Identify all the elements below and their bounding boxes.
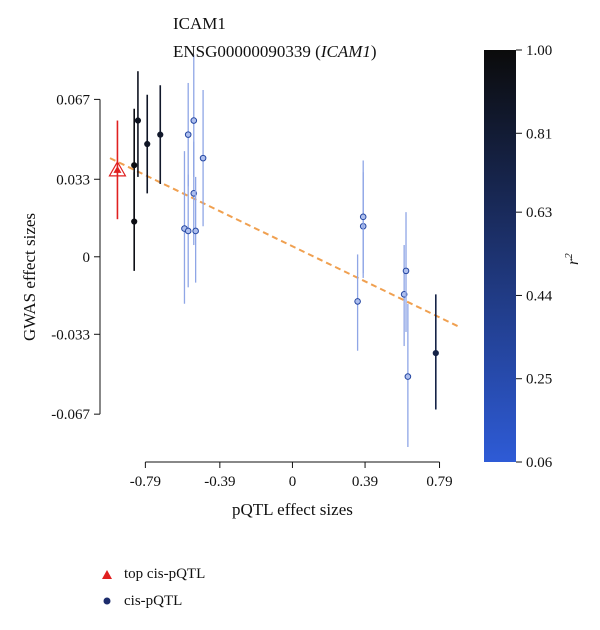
colorbar-label-superscript: 2 <box>563 253 575 259</box>
data-point <box>199 154 207 162</box>
data-point <box>184 131 192 138</box>
title-close-paren: ) <box>370 42 377 61</box>
colorbar-label: r2 <box>563 253 582 265</box>
data-point <box>359 213 367 221</box>
x-axis-label: pQTL effect sizes <box>232 500 353 519</box>
x-tick-label: 0 <box>289 474 297 490</box>
data-point <box>402 267 410 275</box>
colorbar-tick-label: 0.25 <box>526 372 552 388</box>
data-point <box>404 373 412 380</box>
y-tick-label: -0.067 <box>51 407 90 423</box>
colorbar-tick-label: 0.06 <box>526 455 553 471</box>
top-point-triangle <box>113 165 122 173</box>
y-tick-label: 0.067 <box>56 92 90 108</box>
title-gene-italic: ICAM1 <box>320 42 371 61</box>
data-point <box>184 227 192 235</box>
colorbar-label-r: r <box>565 258 582 265</box>
red-triangle-icon <box>100 569 114 579</box>
y-tick-label: 0.033 <box>56 172 90 188</box>
data-point <box>157 131 164 138</box>
colorbar-tick-label: 0.63 <box>526 205 552 221</box>
legend-label-top-cis-pqtl: top cis-pQTL <box>124 565 206 582</box>
chart-title-gene: ICAM1 <box>173 14 226 33</box>
legend-label-cis-pqtl: cis-pQTL <box>124 592 183 609</box>
y-tick-label: -0.033 <box>51 327 90 343</box>
title-ensembl-id: ENSG00000090339 ( <box>173 42 321 61</box>
data-point <box>134 117 142 124</box>
x-tick-label: 0.39 <box>352 474 378 490</box>
data-point <box>432 349 439 357</box>
legend: top cis-pQTL cis-pQTL <box>100 562 205 616</box>
colorbar-tick-label: 0.44 <box>526 288 553 304</box>
data-point <box>131 218 138 225</box>
x-tick-label: -0.39 <box>204 474 235 490</box>
x-tick-label: 0.79 <box>426 474 452 490</box>
data-point <box>190 117 198 124</box>
legend-item-top-cis-pqtl: top cis-pQTL <box>100 562 205 586</box>
chart-title-ensembl: ENSG00000090339 (ICAM1) <box>173 42 377 62</box>
y-axis-label: GWAS effect sizes <box>20 213 39 341</box>
colorbar <box>484 50 516 462</box>
x-tick-label: -0.79 <box>130 474 161 490</box>
legend-item-cis-pqtl: cis-pQTL <box>100 589 205 613</box>
y-tick-label: 0 <box>83 250 91 266</box>
colorbar-tick-label: 1.00 <box>526 43 552 59</box>
data-point <box>131 162 138 169</box>
top-point-triangle-outline <box>108 160 127 177</box>
regression-line <box>109 157 461 329</box>
colorbar-tick-label: 0.81 <box>526 126 552 142</box>
navy-dot-icon <box>100 597 114 605</box>
data-point <box>192 227 199 235</box>
data-point <box>354 298 361 305</box>
plot-area: 0.067 0.033 0 -0.033 -0.067 GWAS effect sizes… <box>20 43 582 519</box>
data-point <box>144 140 151 148</box>
